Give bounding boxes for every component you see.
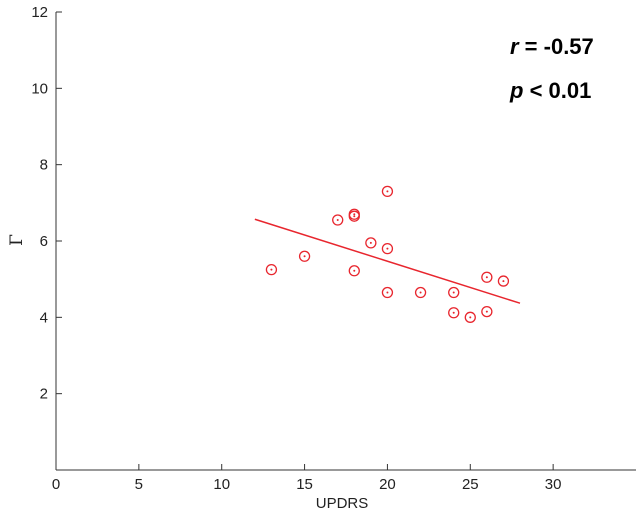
data-point [365, 237, 377, 249]
data-point-ring [381, 185, 394, 198]
data-point [265, 263, 278, 276]
data-point-dot [353, 269, 356, 272]
data-point-ring [365, 237, 377, 249]
data-point-dot [452, 291, 455, 294]
data-point-dot [303, 255, 306, 258]
data-point-dot [353, 215, 356, 218]
data-point-dot [386, 291, 389, 294]
y-axis-label: Γ [7, 234, 27, 246]
r-symbol: r [510, 34, 520, 59]
data-point-dot [270, 268, 273, 271]
data-point-ring [448, 286, 460, 299]
data-point [448, 307, 460, 319]
data-point-dot [419, 291, 422, 294]
r-annotation: r = -0.57 [510, 34, 594, 59]
regression-line [254, 218, 521, 304]
data-point [298, 250, 311, 262]
p-value: < 0.01 [523, 78, 591, 103]
data-point-dot [353, 213, 356, 216]
data-point [481, 305, 493, 318]
x-tick-label: 30 [545, 476, 562, 493]
data-point-ring [448, 307, 460, 319]
data-point [464, 311, 476, 323]
data-point [381, 242, 394, 255]
data-point [348, 208, 360, 220]
x-tick-label: 20 [379, 476, 396, 493]
data-point-ring [348, 265, 360, 277]
data-point [497, 275, 510, 287]
data-point-dot [386, 190, 389, 193]
data-point-ring [464, 311, 476, 323]
data-point [381, 286, 394, 299]
data-points [265, 185, 510, 323]
data-point [348, 265, 360, 277]
y-tick-label: 4 [40, 309, 48, 326]
data-point-ring [265, 263, 278, 276]
y-tick-label: 10 [31, 80, 48, 97]
data-point-ring [414, 286, 427, 299]
x-tick-label: 15 [296, 476, 313, 493]
data-point-ring [298, 250, 311, 262]
data-point [414, 286, 427, 299]
data-point-ring [381, 286, 394, 299]
y-ticks: 2 4 6 8 10 12 [31, 4, 62, 403]
data-point [332, 214, 344, 226]
p-symbol: p [509, 78, 523, 103]
x-tick-label: 10 [213, 476, 230, 493]
data-point-ring [332, 214, 344, 226]
data-point-ring [348, 208, 360, 220]
y-tick-label: 8 [40, 157, 48, 174]
data-point [481, 271, 493, 283]
data-point-ring [497, 275, 510, 287]
x-tick-label: 25 [462, 476, 479, 493]
y-tick-label: 6 [40, 233, 48, 250]
data-point-dot [369, 241, 372, 244]
x-axis-label: UPDRS [316, 495, 369, 512]
data-point-dot [485, 310, 488, 313]
data-point-ring [481, 271, 493, 283]
data-point-dot [502, 280, 505, 283]
x-tick-label: 5 [135, 476, 143, 493]
data-point [381, 185, 394, 198]
x-ticks: 0 5 10 15 20 25 30 [52, 464, 562, 493]
y-tick-label: 2 [40, 386, 48, 403]
data-point-ring [381, 242, 394, 255]
data-point-dot [452, 311, 455, 314]
data-point-dot [386, 247, 389, 250]
p-annotation: p < 0.01 [509, 78, 591, 103]
data-point-ring [481, 305, 493, 318]
y-tick-label: 12 [31, 4, 48, 21]
data-point-dot [336, 219, 339, 222]
data-point [448, 286, 460, 299]
data-point-dot [469, 316, 472, 319]
data-point-dot [485, 276, 488, 279]
r-value: = -0.57 [519, 34, 594, 59]
x-tick-label: 0 [52, 476, 60, 493]
